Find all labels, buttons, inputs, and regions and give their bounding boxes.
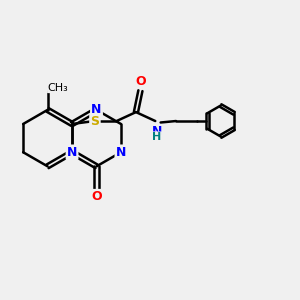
- Text: N: N: [91, 103, 102, 116]
- Text: S: S: [90, 115, 99, 128]
- Text: N: N: [116, 146, 126, 159]
- Text: CH₃: CH₃: [48, 82, 68, 93]
- Text: O: O: [91, 190, 102, 203]
- Text: H: H: [152, 132, 161, 142]
- Text: O: O: [135, 75, 146, 88]
- Text: N: N: [67, 146, 77, 159]
- Text: N: N: [152, 124, 162, 138]
